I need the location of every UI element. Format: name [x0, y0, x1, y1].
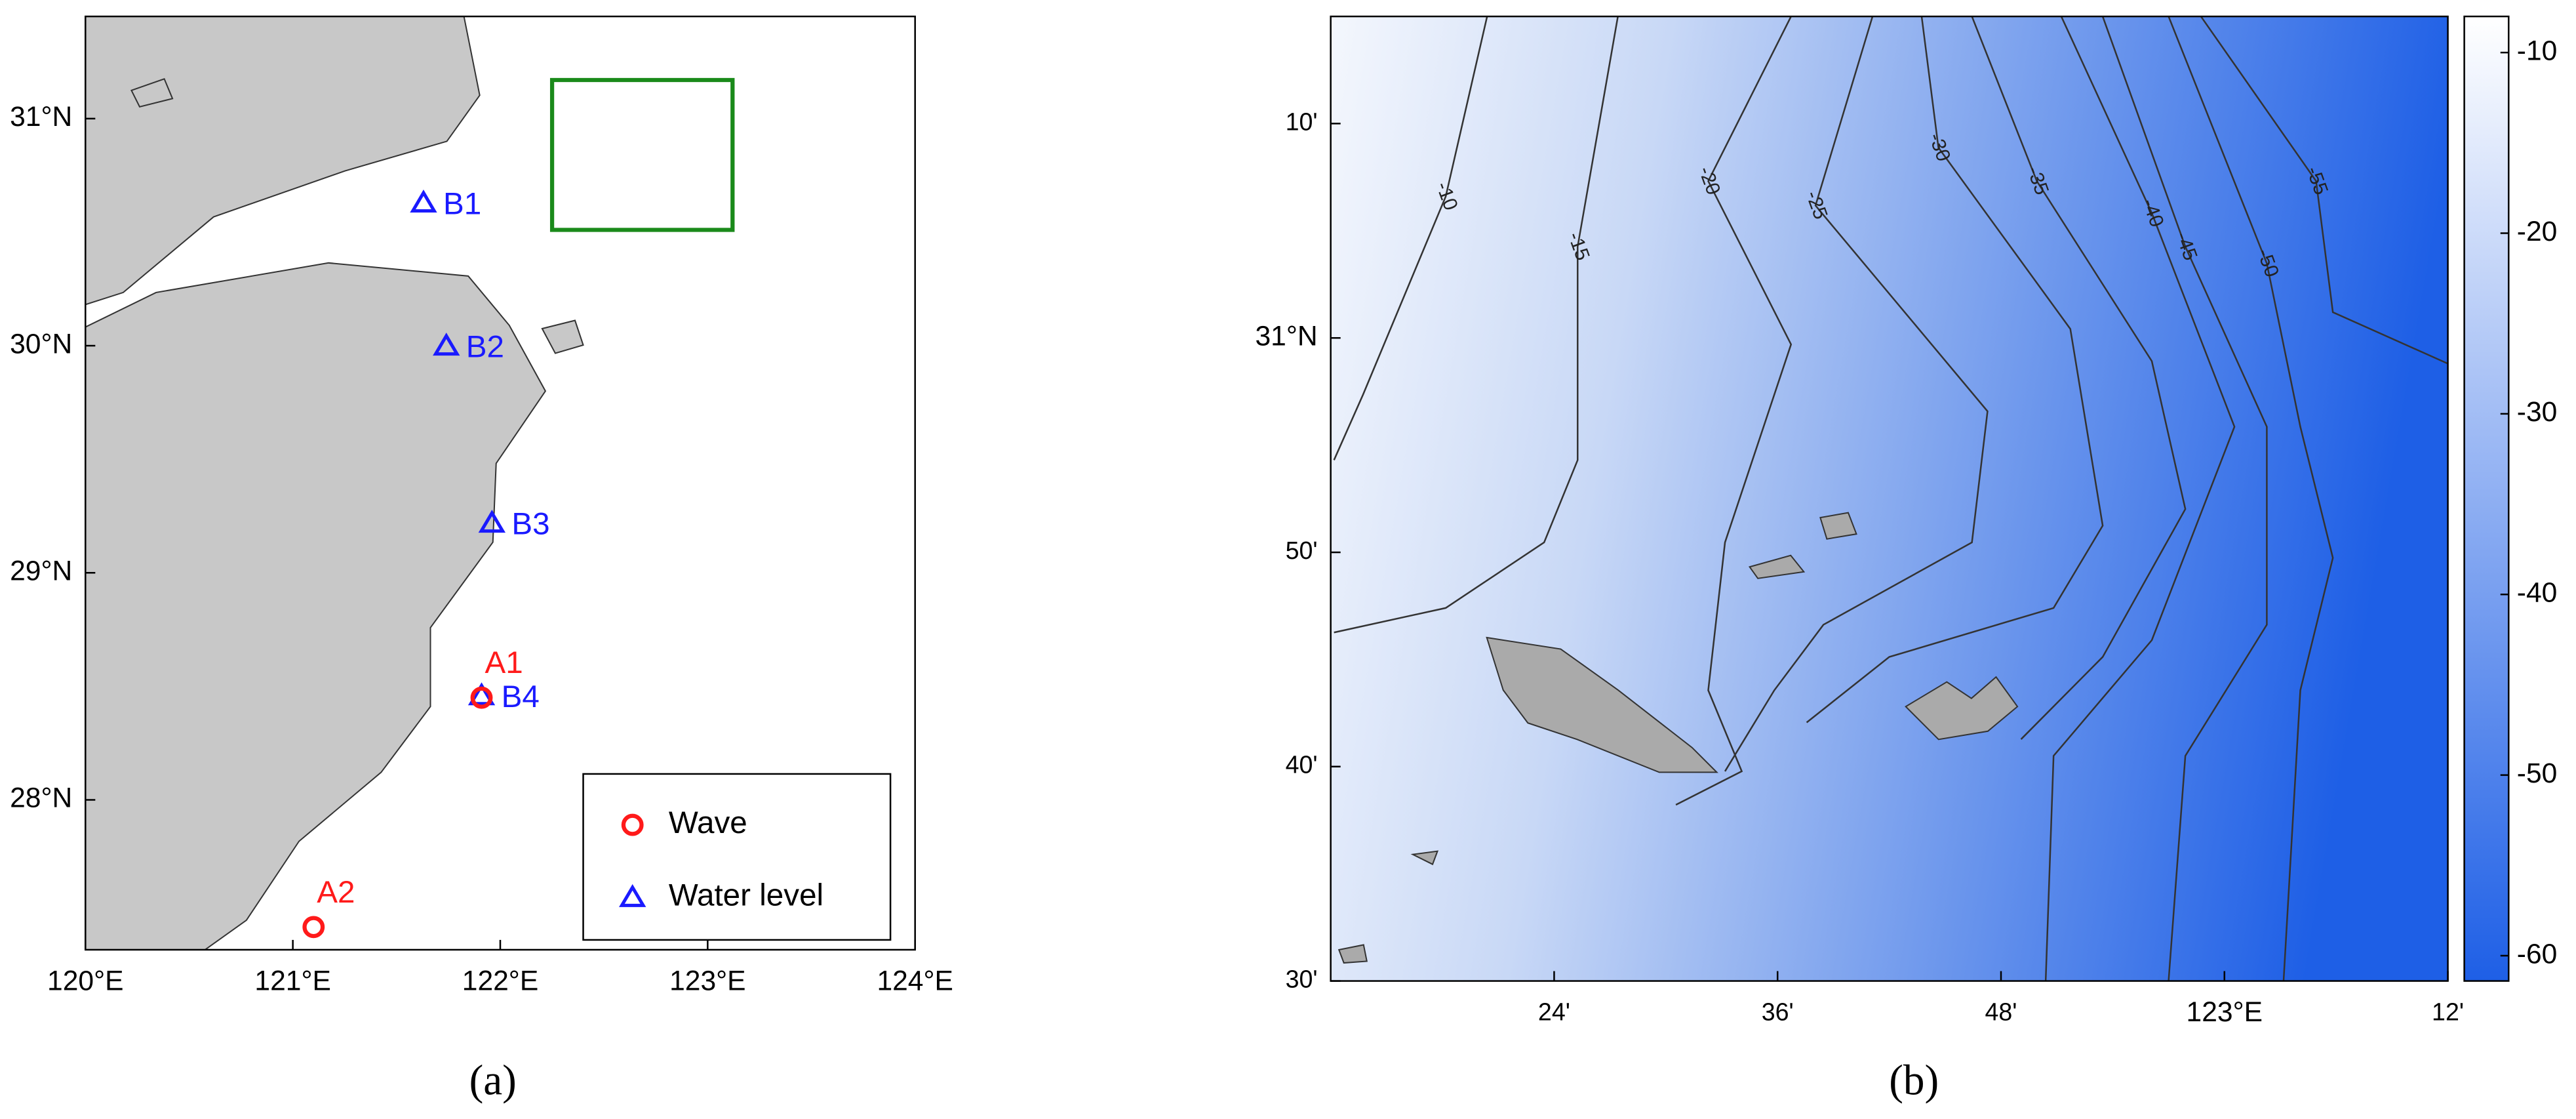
y-tick-label: 10': [1286, 108, 1318, 135]
station-label: A2: [317, 875, 355, 910]
station-label: B4: [502, 680, 540, 714]
colorbar-tick-label: -30: [2517, 396, 2558, 428]
wave-marker: [470, 686, 493, 709]
colorbar-tick-label: -20: [2517, 216, 2558, 247]
caption: (a): [469, 1057, 517, 1104]
colorbar-tick-label: -40: [2517, 577, 2558, 609]
contour-line: [2044, 16, 2236, 981]
land-a: [85, 16, 584, 950]
station-label: B2: [466, 330, 504, 365]
contour-line: [2101, 16, 2268, 981]
x-tick-label: 124°E: [877, 965, 953, 996]
station-label: B3: [511, 507, 549, 542]
islands-b: [1338, 512, 2019, 964]
contour-line: [2200, 16, 2448, 365]
y-tick-label: 30': [1286, 965, 1318, 992]
contour-line: [1971, 16, 2187, 740]
x-tick-label: 48': [1985, 998, 2017, 1026]
caption: (b): [1889, 1057, 1939, 1104]
y-tick-label: 40': [1286, 751, 1318, 779]
x-tick-label: 122°E: [462, 965, 538, 996]
contour-line: [1806, 16, 2104, 723]
x-tick-label: 24': [1538, 998, 1570, 1026]
x-tick-label: 123°E: [669, 965, 745, 996]
water-level-marker: [619, 884, 646, 907]
legend-label: Water level: [669, 878, 823, 912]
colorbar-tick-label: -60: [2517, 938, 2558, 969]
x-tick-label: 120°E: [47, 965, 123, 996]
x-tick-label: 123°E: [2187, 996, 2263, 1028]
x-tick-label: 121°E: [254, 965, 330, 996]
legend-label: Wave: [669, 805, 747, 840]
x-tick-label: 12': [2432, 998, 2464, 1026]
contour-line: [1333, 16, 1488, 460]
y-tick-label: 28°N: [10, 783, 72, 814]
contour-line: [1334, 16, 1619, 634]
frame-b: [1330, 15, 2449, 982]
contour-line: [1675, 16, 1793, 806]
bathymetry: [1330, 16, 2448, 981]
colorbar-tick-label: -10: [2517, 35, 2558, 66]
station-label: B1: [443, 187, 481, 222]
contour-line: [2168, 16, 2334, 981]
colorbar: [2463, 15, 2510, 982]
water-level-marker: [478, 510, 506, 533]
y-tick-label: 31°N: [10, 101, 72, 132]
x-tick-label: 36': [1762, 998, 1794, 1026]
water-level-marker: [433, 333, 460, 356]
study-area-box: [549, 77, 735, 232]
water-level-marker: [467, 682, 496, 706]
y-tick-label: 29°N: [10, 556, 72, 587]
station-label: A1: [485, 645, 523, 680]
wave-marker: [302, 916, 325, 939]
y-tick-label: 31°N: [1255, 320, 1317, 352]
y-tick-label: 50': [1286, 537, 1318, 564]
y-tick-label: 30°N: [10, 328, 72, 359]
legend-box: [582, 773, 892, 941]
water-level-marker: [410, 189, 437, 213]
colorbar-tick-label: -50: [2517, 758, 2558, 789]
contour-layer: -10-15-20-25-30-35-40-45 -50-55: [1333, 16, 2448, 981]
contour-line: [1724, 16, 1989, 772]
wave-marker: [621, 813, 644, 836]
